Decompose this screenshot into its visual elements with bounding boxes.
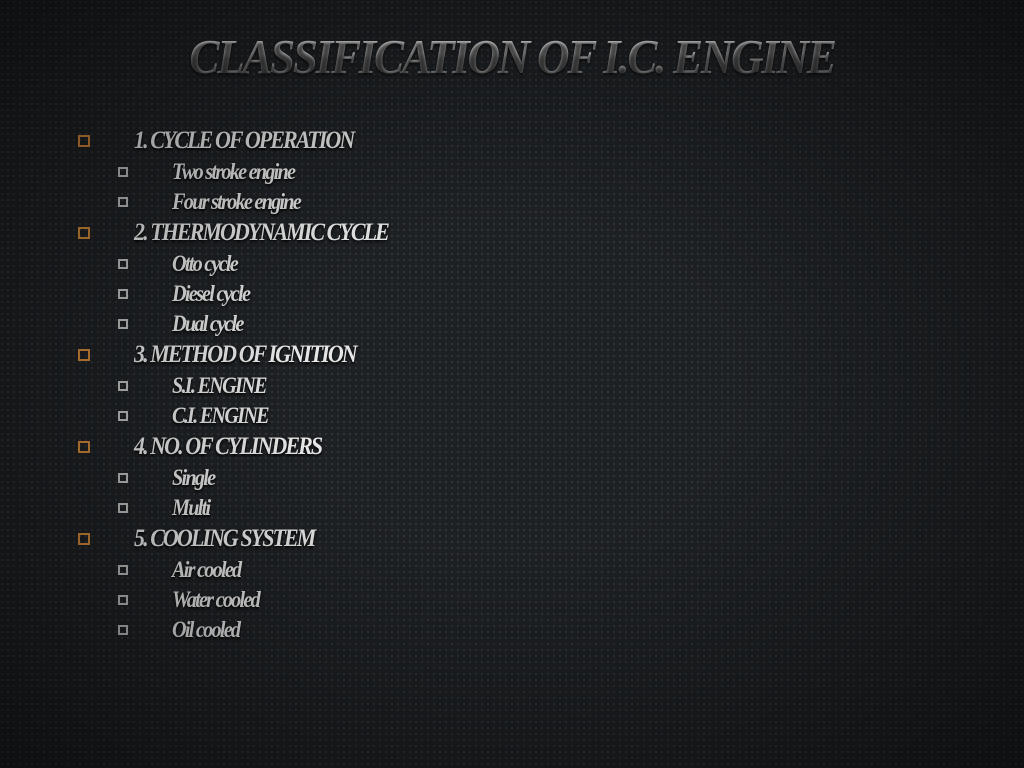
section-heading-text: 4. NO. OF CYLINDERS: [134, 433, 321, 461]
square-bullet-icon: [78, 135, 90, 147]
list-item-text: Two stroke engine: [172, 159, 294, 185]
square-bullet-icon: [118, 289, 128, 299]
list-item-row: C.I. ENGINE: [78, 403, 964, 429]
section-heading-row: 4. NO. OF CYLINDERS: [78, 433, 964, 461]
list-item-text: Single: [172, 465, 214, 491]
section-heading-row: 5. COOLING SYSTEM: [78, 525, 964, 553]
content-list: 1. CYCLE OF OPERATION Two stroke engine Fo…: [60, 127, 964, 643]
square-bullet-icon: [118, 503, 128, 513]
list-item-text: Oil cooled: [172, 617, 239, 643]
list-item-text: Water cooled: [172, 587, 259, 613]
section-heading-text: 3. METHOD OF IGNITION: [134, 341, 356, 369]
list-item-text: Multi: [172, 495, 209, 521]
slide-container: CLASSIFICATION OF I.C. ENGINE 1. CYCLE O…: [0, 0, 1024, 768]
list-item-row: Air cooled: [78, 557, 964, 583]
square-bullet-icon: [78, 349, 90, 361]
square-bullet-icon: [118, 167, 128, 177]
square-bullet-icon: [118, 411, 128, 421]
list-item-row: Oil cooled: [78, 617, 964, 643]
list-item-text: S.I. ENGINE: [172, 373, 266, 399]
square-bullet-icon: [118, 565, 128, 575]
square-bullet-icon: [118, 381, 128, 391]
square-bullet-icon: [78, 441, 90, 453]
list-item-row: Four stroke engine: [78, 189, 964, 215]
square-bullet-icon: [78, 227, 90, 239]
list-item-row: Two stroke engine: [78, 159, 964, 185]
square-bullet-icon: [118, 259, 128, 269]
list-item-text: Otto cycle: [172, 251, 237, 277]
list-item-row: Multi: [78, 495, 964, 521]
list-item-row: Otto cycle: [78, 251, 964, 277]
list-item-row: S.I. ENGINE: [78, 373, 964, 399]
square-bullet-icon: [78, 533, 90, 545]
square-bullet-icon: [118, 197, 128, 207]
list-item-text: Diesel cycle: [172, 281, 249, 307]
section-heading-row: 3. METHOD OF IGNITION: [78, 341, 964, 369]
list-item-row: Diesel cycle: [78, 281, 964, 307]
section-heading-row: 2. THERMODYNAMIC CYCLE: [78, 219, 964, 247]
list-item-text: C.I. ENGINE: [172, 403, 268, 429]
section-heading-row: 1. CYCLE OF OPERATION: [78, 127, 964, 155]
square-bullet-icon: [118, 595, 128, 605]
square-bullet-icon: [118, 319, 128, 329]
section-heading-text: 1. CYCLE OF OPERATION: [134, 127, 353, 155]
list-item-text: Four stroke engine: [172, 189, 300, 215]
square-bullet-icon: [118, 625, 128, 635]
list-item-row: Dual cycle: [78, 311, 964, 337]
list-item-text: Air cooled: [172, 557, 240, 583]
slide-title: CLASSIFICATION OF I.C. ENGINE: [96, 28, 928, 85]
section-heading-text: 5. COOLING SYSTEM: [134, 525, 314, 553]
list-item-row: Water cooled: [78, 587, 964, 613]
list-item-row: Single: [78, 465, 964, 491]
square-bullet-icon: [118, 473, 128, 483]
section-heading-text: 2. THERMODYNAMIC CYCLE: [134, 219, 388, 247]
list-item-text: Dual cycle: [172, 311, 243, 337]
